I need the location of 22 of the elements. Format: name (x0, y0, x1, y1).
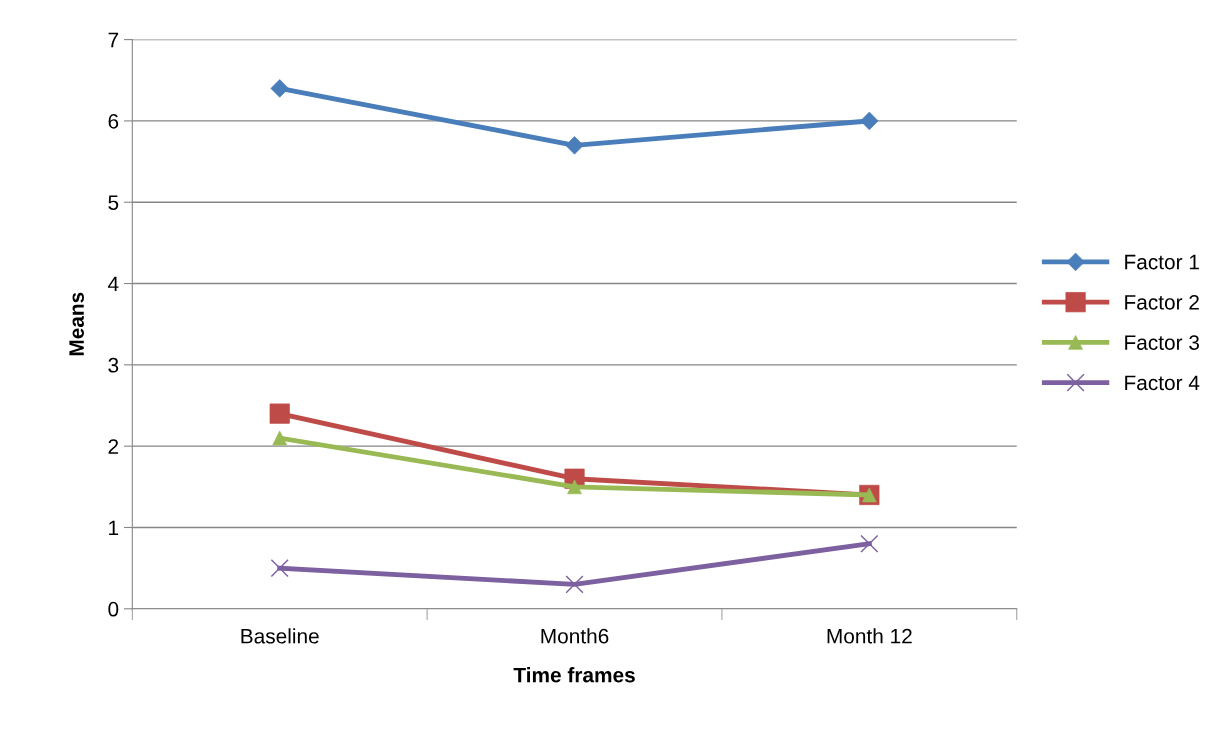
y-tick-label: 0 (108, 601, 119, 617)
legend-label: Factor 4 (1125, 375, 1200, 391)
y-tick-label: 1 (109, 520, 119, 536)
legend-label: Factor 2 (1125, 294, 1199, 310)
y-tick-label: 2 (108, 439, 119, 454)
x-tick-label: Baseline (241, 628, 319, 644)
legend-label: Factor 3 (1125, 335, 1200, 350)
point (860, 111, 879, 131)
y-axis-title: Means (69, 292, 84, 356)
point (565, 575, 584, 594)
point (270, 559, 289, 578)
y-tick-label: 7 (108, 32, 119, 48)
y-tick-label: 3 (108, 357, 119, 373)
legend-label: Factor 1 (1125, 254, 1199, 270)
x-tick-label: Month 12 (827, 628, 912, 644)
point (565, 136, 584, 155)
x-axis-title: Time frames (513, 667, 635, 683)
y-tick-label: 5 (108, 195, 119, 210)
point (860, 534, 879, 553)
y-tick-label: 4 (108, 276, 119, 292)
x-tick-label: Month6 (541, 628, 609, 644)
y-tick-label: 6 (108, 113, 119, 129)
